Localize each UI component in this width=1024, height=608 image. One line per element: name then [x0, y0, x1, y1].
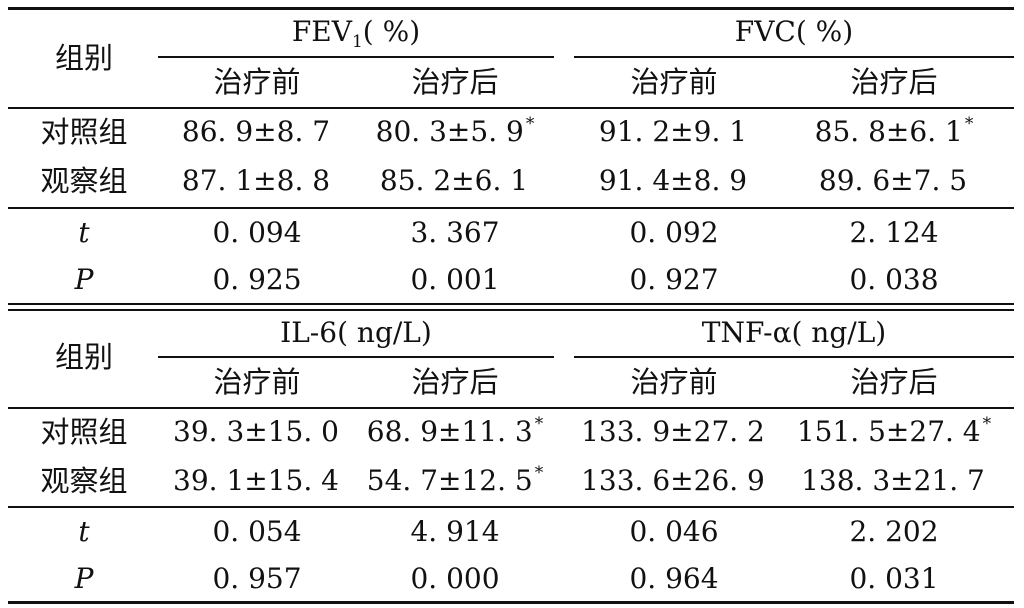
stat-cell: 4. 914: [410, 515, 500, 548]
table-cell: 85. 8±6. 1 *: [814, 114, 974, 148]
bottom-rule: [8, 601, 1014, 604]
sub-header-after: 治疗后: [411, 365, 499, 399]
data2-bottom-rule: [8, 506, 1014, 508]
table-cell: 91. 4±8. 9: [598, 164, 748, 197]
section-double-rule-top: [8, 303, 1014, 305]
tnf-header: TNF-α( ng/L): [701, 316, 887, 349]
il6-header: IL-6( ng/L): [280, 316, 432, 349]
table-cell: 39. 1±15. 4: [173, 464, 339, 497]
significance-mark: *: [534, 463, 544, 483]
table-cell: 80. 3±5. 9 *: [375, 114, 535, 148]
stat-cell: 0. 031: [849, 562, 939, 595]
table-cell: 91. 2±9. 1: [598, 115, 748, 148]
stat-cell: 0. 054: [212, 515, 302, 548]
stat-cell: 0. 927: [629, 263, 719, 296]
significance-mark: *: [534, 414, 544, 434]
row-label: 对照组: [40, 415, 128, 449]
table-cell: 151. 5±27. 4 *: [796, 414, 992, 448]
stat-label-t: t: [78, 515, 90, 548]
table-cell: 85. 2±6. 1: [379, 164, 529, 197]
fvc-span-rule: [574, 56, 1014, 58]
fev1-header: FEV1( %): [158, 12, 554, 52]
table-cell: 133. 6±26. 9: [581, 464, 765, 497]
fev1-header-main: FEV: [291, 15, 352, 48]
sub-header-after: 治疗后: [850, 65, 938, 99]
table-cell: 89. 6±7. 5: [818, 164, 968, 197]
sub-header-before: 治疗前: [213, 65, 301, 99]
header-bottom-rule: [8, 107, 1014, 109]
stat-cell: 0. 000: [410, 562, 500, 595]
stat-cell: 0. 925: [212, 263, 302, 296]
row-label: 观察组: [40, 464, 128, 498]
significance-mark: *: [964, 114, 974, 134]
tnf-span-rule: [574, 356, 1014, 358]
group-header: 组别: [54, 41, 113, 75]
sub-header-after: 治疗后: [411, 65, 499, 99]
stat-cell: 0. 957: [212, 562, 302, 595]
stat-cell: 3. 367: [410, 216, 500, 249]
table-cell: 133. 9±27. 2: [581, 415, 765, 448]
stat-cell: 2. 202: [849, 515, 939, 548]
stat-cell: 0. 038: [849, 263, 939, 296]
group-header: 组别: [54, 340, 113, 374]
stat-label-p: P: [74, 562, 94, 595]
fev1-header-unit: ( %): [362, 15, 421, 48]
stat-label-t: t: [78, 216, 90, 249]
stat-cell: 0. 046: [629, 515, 719, 548]
table-cell: 68. 9±11. 3 *: [366, 414, 544, 448]
row-label: 观察组: [40, 164, 128, 198]
sub-header-before: 治疗前: [630, 65, 718, 99]
table-cell: 86. 9±8. 7: [181, 115, 331, 148]
table-cell: 39. 3±15. 0: [173, 415, 339, 448]
fvc-header: FVC( %): [734, 15, 854, 48]
table-cell: 138. 3±21. 7: [801, 464, 985, 497]
sub-header-before: 治疗前: [630, 365, 718, 399]
stat-cell: 0. 092: [629, 216, 719, 249]
fev1-span-rule: [158, 56, 554, 58]
table-cell: 54. 7±12. 5 *: [366, 463, 544, 497]
significance-mark: *: [525, 114, 535, 134]
stat-cell: 0. 964: [629, 562, 719, 595]
stat-label-p: P: [74, 263, 94, 296]
stat-cell: 0. 094: [212, 216, 302, 249]
il6-span-rule: [158, 356, 554, 358]
significance-mark: *: [982, 414, 992, 434]
header2-bottom-rule: [8, 407, 1014, 409]
stat-cell: 2. 124: [849, 216, 939, 249]
fev1-header-subscript: 1: [351, 32, 363, 52]
table-cell: 87. 1±8. 8: [181, 164, 331, 197]
sub-header-after: 治疗后: [850, 365, 938, 399]
data-bottom-rule: [8, 207, 1014, 209]
row-label: 对照组: [40, 115, 128, 149]
top-rule: [8, 7, 1014, 10]
section-double-rule-bottom: [8, 309, 1014, 311]
stat-cell: 0. 001: [410, 263, 500, 296]
sub-header-before: 治疗前: [213, 365, 301, 399]
